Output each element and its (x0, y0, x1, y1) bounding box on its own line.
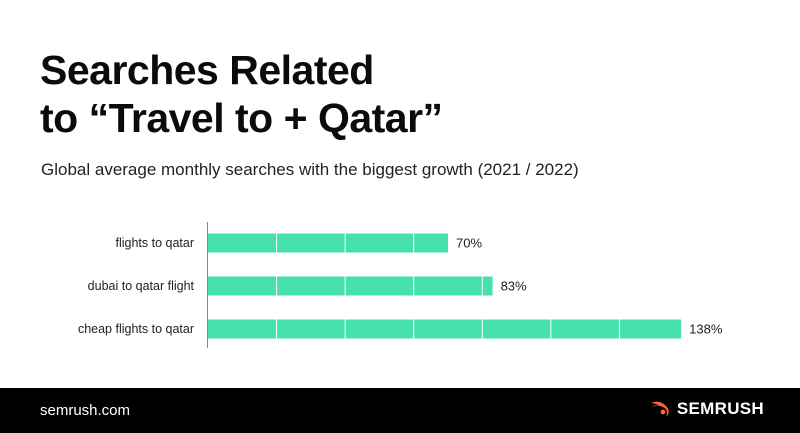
footer-bar: semrush.com SEMRUSH (0, 388, 800, 433)
bar-chart: flights to qatar 70% dubai to qatar flight… (78, 222, 723, 348)
chart-title: Searches Related to “Travel to + Qatar” (40, 46, 443, 142)
brand-logo: SEMRUSH (648, 399, 764, 419)
semrush-fire-logo-icon (650, 401, 669, 417)
data-label: 70% (456, 236, 482, 251)
title-line-1: Searches Related (40, 47, 374, 93)
data-label: 83% (501, 279, 527, 294)
chart-subtitle: Global average monthly searches with the… (41, 160, 579, 179)
y-tick-label: dubai to qatar flight (88, 279, 195, 293)
footer-site-url: semrush.com (40, 402, 131, 419)
title-line-2: to “Travel to + Qatar” (40, 95, 443, 141)
bar (208, 319, 682, 339)
bar (208, 276, 493, 296)
brand-name: SEMRUSH (676, 399, 764, 418)
bar (208, 233, 448, 253)
y-tick-label: cheap flights to qatar (78, 322, 194, 336)
y-tick-label: flights to qatar (115, 236, 194, 250)
data-label: 138% (689, 322, 723, 337)
